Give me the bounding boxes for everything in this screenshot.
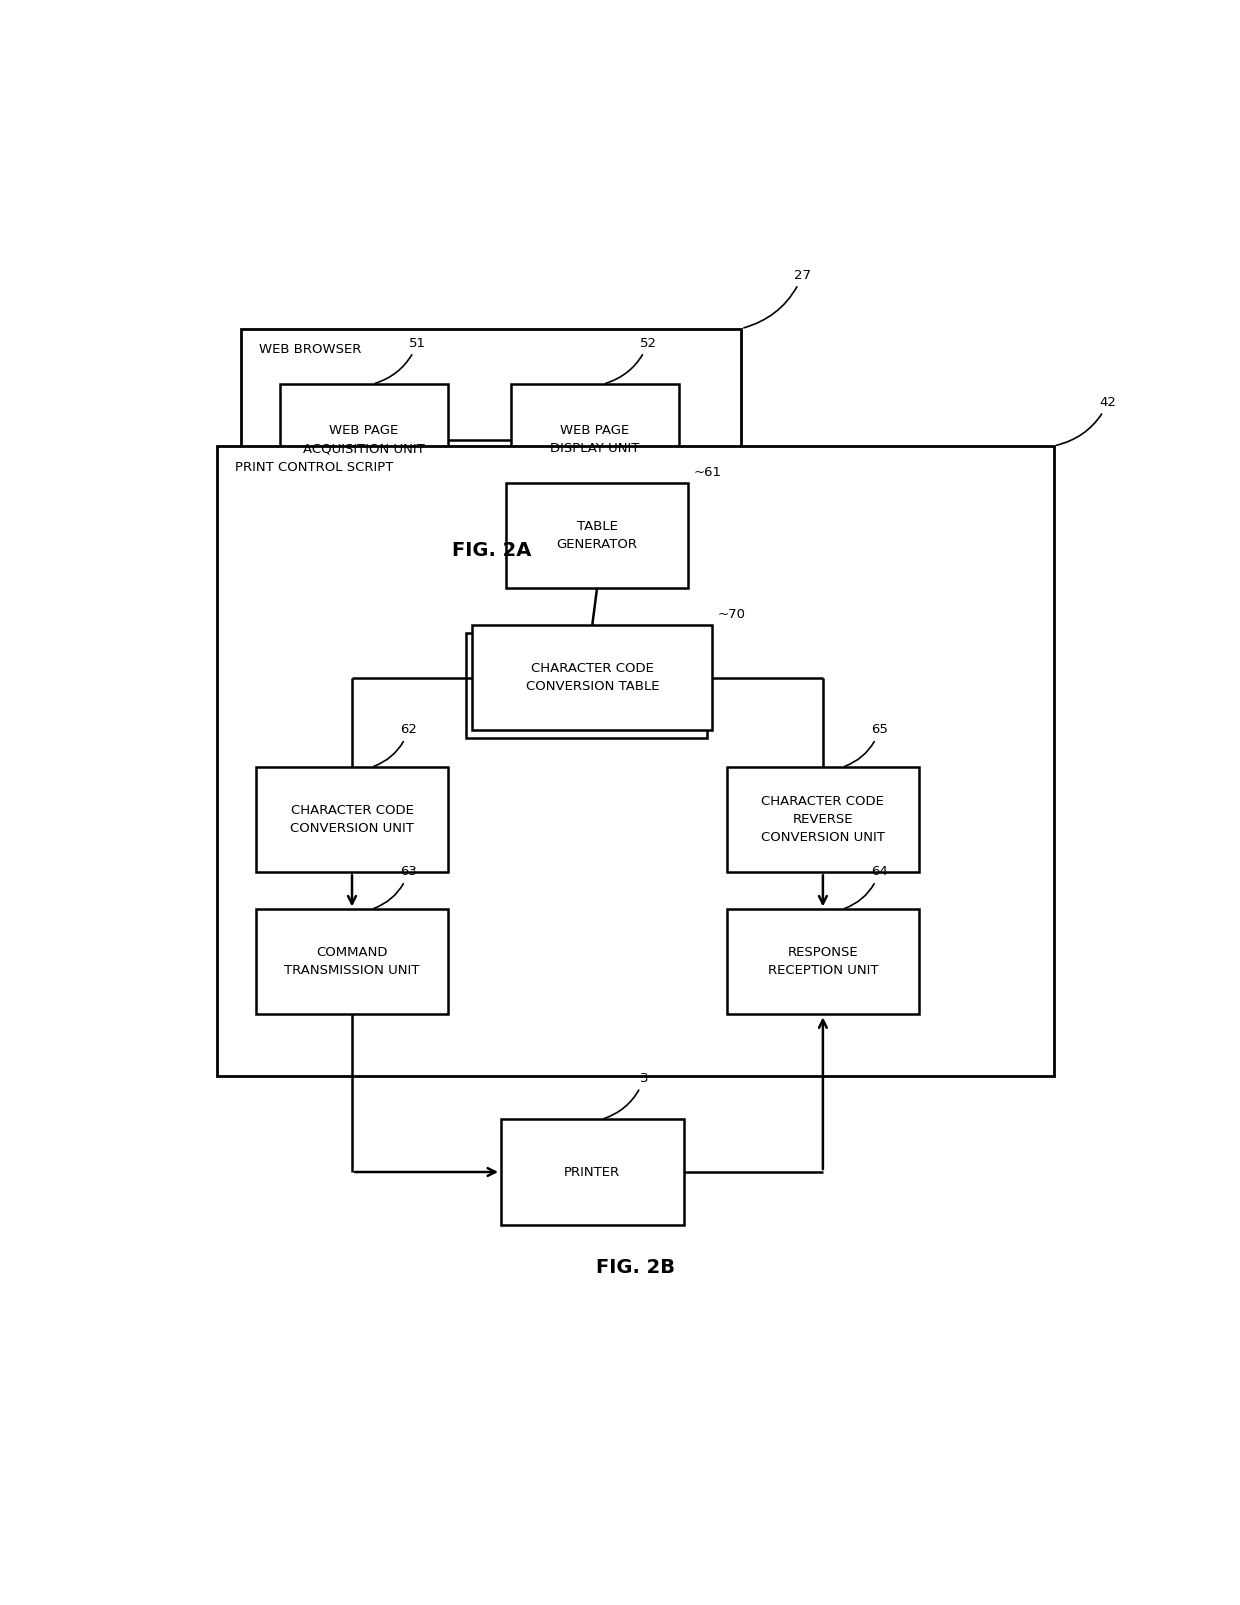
Text: 65: 65 bbox=[844, 724, 888, 766]
Text: FIG. 2B: FIG. 2B bbox=[596, 1258, 675, 1278]
Bar bbox=[280, 384, 448, 496]
Text: FIG. 2A: FIG. 2A bbox=[451, 541, 531, 560]
Bar bbox=[727, 767, 919, 873]
Bar bbox=[511, 384, 678, 496]
Bar bbox=[727, 910, 919, 1014]
Text: 42: 42 bbox=[1056, 396, 1116, 445]
Bar bbox=[255, 767, 448, 873]
Text: WEB BROWSER: WEB BROWSER bbox=[259, 343, 361, 356]
Bar bbox=[501, 1120, 683, 1225]
Text: WEB PAGE
ACQUISITION UNIT: WEB PAGE ACQUISITION UNIT bbox=[303, 424, 425, 456]
Text: 64: 64 bbox=[844, 865, 888, 908]
Bar bbox=[472, 624, 713, 730]
Text: 51: 51 bbox=[374, 337, 427, 384]
Text: CHARACTER CODE
CONVERSION TABLE: CHARACTER CODE CONVERSION TABLE bbox=[526, 663, 658, 693]
Text: 27: 27 bbox=[744, 268, 811, 327]
Bar bbox=[466, 632, 707, 738]
Text: PRINTER: PRINTER bbox=[564, 1165, 620, 1178]
Text: ~70: ~70 bbox=[717, 608, 745, 621]
Text: 52: 52 bbox=[605, 337, 657, 384]
Text: TABLE
GENERATOR: TABLE GENERATOR bbox=[557, 520, 637, 551]
Text: COMMAND
TRANSMISSION UNIT: COMMAND TRANSMISSION UNIT bbox=[284, 947, 419, 977]
Bar bbox=[242, 329, 742, 520]
Bar bbox=[217, 446, 1054, 1077]
Bar bbox=[506, 483, 688, 587]
Text: PRINT CONTROL SCRIPT: PRINT CONTROL SCRIPT bbox=[234, 461, 393, 473]
Text: CHARACTER CODE
REVERSE
CONVERSION UNIT: CHARACTER CODE REVERSE CONVERSION UNIT bbox=[761, 796, 885, 844]
Text: 62: 62 bbox=[373, 724, 417, 766]
Text: RESPONSE
RECEPTION UNIT: RESPONSE RECEPTION UNIT bbox=[768, 947, 878, 977]
Bar bbox=[255, 910, 448, 1014]
Text: WEB PAGE
DISPLAY UNIT: WEB PAGE DISPLAY UNIT bbox=[551, 424, 640, 456]
Text: ~61: ~61 bbox=[693, 467, 722, 480]
Text: CHARACTER CODE
CONVERSION UNIT: CHARACTER CODE CONVERSION UNIT bbox=[290, 804, 414, 835]
Text: 63: 63 bbox=[373, 865, 417, 908]
Text: 3: 3 bbox=[604, 1072, 649, 1119]
